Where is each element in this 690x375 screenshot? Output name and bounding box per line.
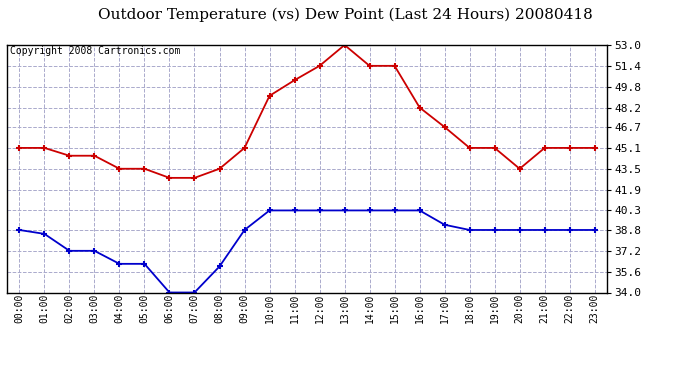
Text: Outdoor Temperature (vs) Dew Point (Last 24 Hours) 20080418: Outdoor Temperature (vs) Dew Point (Last… — [97, 8, 593, 22]
Text: Copyright 2008 Cartronics.com: Copyright 2008 Cartronics.com — [10, 46, 180, 56]
